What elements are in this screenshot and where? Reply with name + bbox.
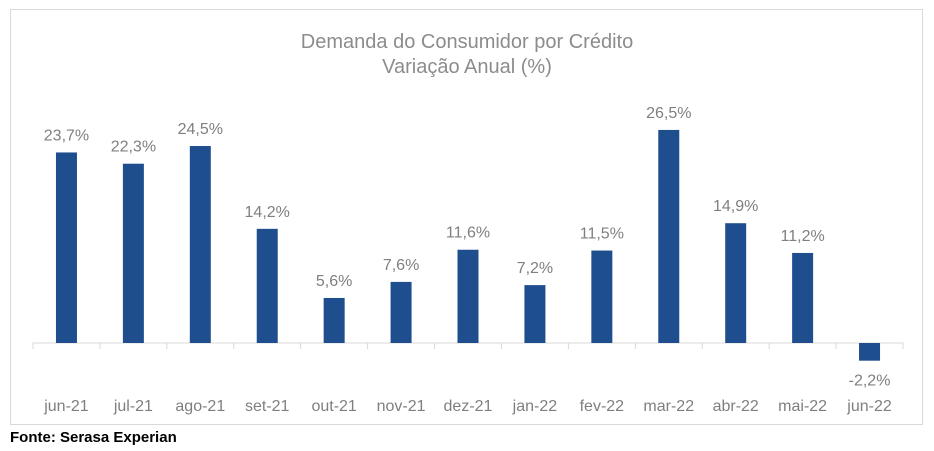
x-tick-label: fev-22	[580, 398, 625, 415]
x-tick-label: out-21	[311, 398, 356, 415]
x-tick-label: mar-22	[643, 398, 694, 415]
x-tick-label: ago-21	[175, 398, 225, 415]
bar-abr-22	[725, 223, 747, 343]
data-label: 14,2%	[245, 204, 290, 221]
x-tick-label: mai-22	[778, 398, 827, 415]
data-label: 26,5%	[646, 105, 691, 122]
data-label: 23,7%	[44, 127, 89, 144]
bar-jan-22	[524, 285, 546, 343]
data-label: 5,6%	[316, 273, 352, 290]
x-tick-label: jul-21	[113, 398, 153, 415]
bar-set-21	[256, 228, 278, 343]
bar-jun-21	[55, 152, 77, 343]
data-label: 24,5%	[178, 121, 223, 138]
source-note: Fonte: Serasa Experian	[10, 429, 177, 446]
bar-jul-21	[122, 163, 144, 343]
bar-nov-21	[390, 281, 412, 343]
bar-fev-22	[591, 250, 613, 343]
chart-title: Demanda do Consumidor por Crédito	[301, 31, 633, 53]
bar-ago-21	[189, 146, 211, 343]
chart-subtitle: Variação Anual (%)	[382, 56, 552, 78]
data-label: -2,2%	[849, 373, 891, 390]
bar-mai-22	[792, 252, 814, 343]
data-label: 7,2%	[517, 260, 553, 277]
x-tick-label: nov-21	[377, 398, 426, 415]
bar-out-21	[323, 297, 345, 343]
data-label: 7,6%	[383, 257, 419, 274]
x-tick-label: dez-21	[444, 398, 493, 415]
bar-jun-22	[859, 343, 881, 361]
bar-dez-21	[457, 249, 479, 343]
data-label: 11,2%	[781, 228, 825, 245]
x-tick-label: set-21	[245, 398, 290, 415]
data-label: 11,6%	[446, 225, 490, 242]
data-label: 14,9%	[713, 198, 758, 215]
x-tick-label: jan-22	[512, 398, 558, 415]
data-label: 22,3%	[111, 139, 156, 156]
chart-frame	[10, 9, 923, 425]
x-tick-label: jun-21	[43, 398, 89, 415]
x-tick-label: jun-22	[846, 398, 892, 415]
x-tick-label: abr-22	[713, 398, 759, 415]
bar-mar-22	[658, 129, 680, 343]
data-label: 11,5%	[580, 226, 624, 243]
